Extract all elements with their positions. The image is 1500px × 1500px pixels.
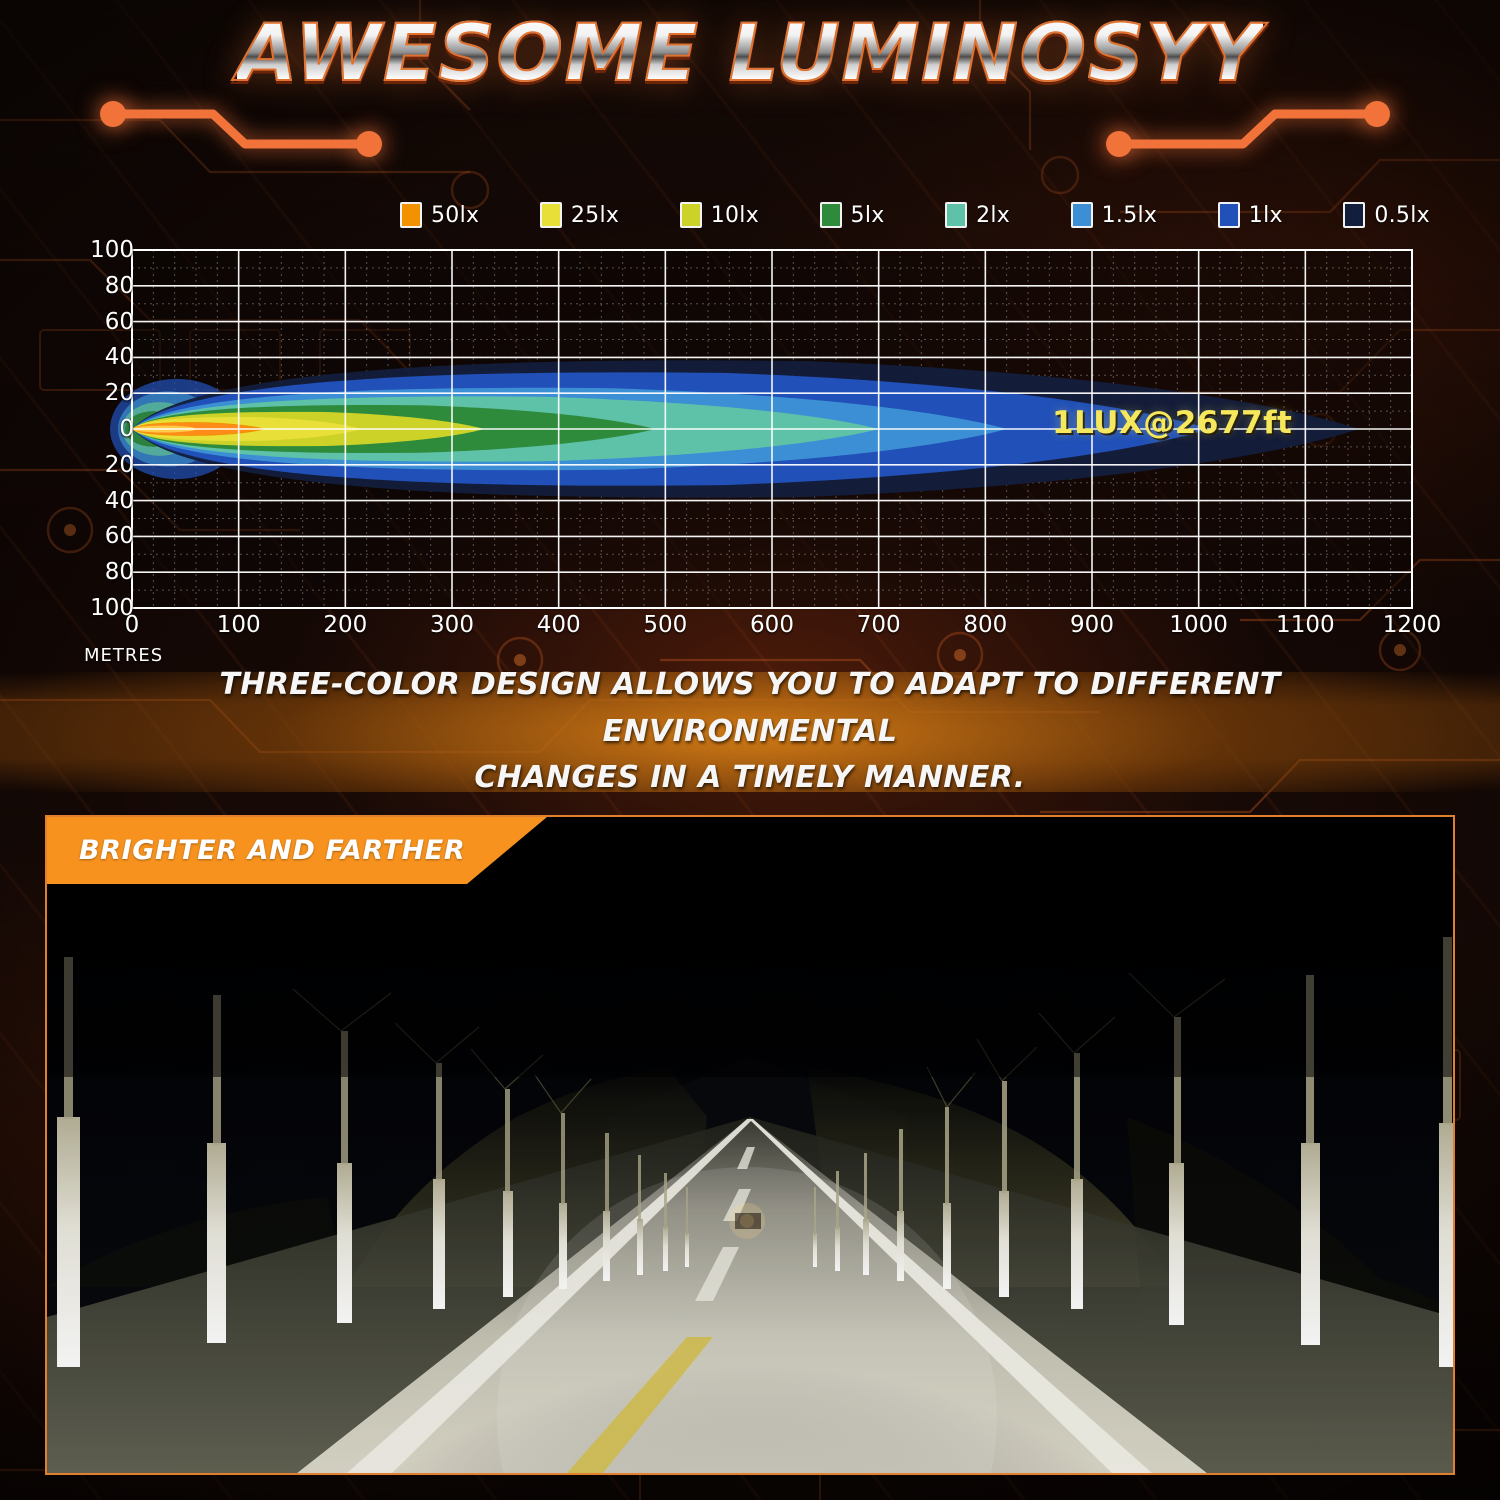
chart-y-tick: 80 xyxy=(104,559,134,586)
page-title: AWESOME LUMINOSYY xyxy=(236,9,1264,99)
legend-label: 0.5lx xyxy=(1374,202,1430,228)
chart-y-tick: 20 xyxy=(104,380,134,407)
legend-item-50lx: 50lx xyxy=(400,202,479,228)
legend-label: 5lx xyxy=(850,202,885,228)
tagline-line-1: THREE-COLOR DESIGN ALLOWS YOU TO ADAPT T… xyxy=(219,667,1281,749)
chart-x-tick: 300 xyxy=(430,612,474,638)
photo-banner-label: BRIGHTER AND FARTHER xyxy=(79,835,466,866)
chart-x-tick: 1000 xyxy=(1169,612,1228,638)
legend-item-25lx: 25lx xyxy=(539,202,620,228)
chart-y-tick: 0 xyxy=(119,416,134,442)
legend-label: 10lx xyxy=(710,202,760,228)
chart-y-tick: 80 xyxy=(104,272,134,299)
chart-y-axis-labels: 100 80 60 40 20 0 20 40 60 80 100 xyxy=(82,237,134,621)
night-road-photo xyxy=(47,817,1453,1473)
chart-y-tick: 60 xyxy=(104,523,134,550)
legend-swatch-icon xyxy=(539,202,562,228)
chart-x-tick: 100 xyxy=(216,612,261,638)
chart-plot-border xyxy=(131,249,1413,609)
legend-label: 25lx xyxy=(570,202,620,228)
chart-x-tick: 900 xyxy=(1070,612,1114,638)
chart-x-tick: 800 xyxy=(963,612,1008,638)
legend-swatch-icon xyxy=(679,202,702,228)
tagline-band: THREE-COLOR DESIGN ALLOWS YOU TO ADAPT T… xyxy=(0,667,1500,795)
circuit-trace-left-icon xyxy=(95,100,395,157)
chart-x-tick: 0 xyxy=(124,612,140,638)
chart-x-axis-title: METRES xyxy=(84,645,164,666)
photo-banner: BRIGHTER AND FARTHER xyxy=(47,817,547,884)
legend-swatch-icon xyxy=(1217,202,1240,228)
legend-swatch-icon xyxy=(819,202,842,228)
chart-y-tick: 20 xyxy=(104,451,134,478)
legend-swatch-icon xyxy=(1070,202,1093,228)
chart-y-tick: 40 xyxy=(104,487,134,514)
chart-x-tick: 200 xyxy=(323,612,368,638)
legend-item-0-5lx: 0.5lx xyxy=(1343,202,1430,228)
chart-y-tick: 100 xyxy=(90,237,134,263)
circuit-trace-right-icon xyxy=(1085,100,1395,157)
tagline-line-2: CHANGES IN A TIMELY MANNER. xyxy=(474,760,1026,796)
legend-swatch-icon xyxy=(1343,202,1366,228)
legend-label: 50lx xyxy=(431,202,480,228)
chart-y-tick: 60 xyxy=(104,308,134,335)
chart-x-tick: 600 xyxy=(750,612,794,638)
chart-x-tick: 1100 xyxy=(1276,612,1335,638)
chart-x-axis-labels: 0 100 200 300 400 500 600 700 800 900 1000 1100 1200 xyxy=(0,612,1500,646)
chart-legend: 50lx 25lx 10lx 5lx 2lx 1.5lx 1lx 0.5lx xyxy=(400,198,1430,232)
chart-x-tick: 1200 xyxy=(1382,612,1442,638)
chart-x-tick: 400 xyxy=(536,612,581,638)
chart-annotation: 1LUX@2677ft xyxy=(1052,405,1293,441)
chart-y-tick: 40 xyxy=(104,344,134,371)
legend-swatch-icon xyxy=(945,202,968,228)
photo-banner-shape xyxy=(47,817,547,884)
legend-item-2lx: 2lx xyxy=(945,202,1010,228)
legend-label: 1lx xyxy=(1248,202,1283,228)
page-title-container: AWESOME LUMINOSYY xyxy=(0,9,1500,99)
legend-item-10lx: 10lx xyxy=(679,202,760,228)
chart-x-tick: 700 xyxy=(856,612,901,638)
legend-item-5lx: 5lx xyxy=(819,202,885,228)
legend-label: 1.5lx xyxy=(1101,202,1158,228)
legend-item-1lx: 1lx xyxy=(1217,202,1283,228)
beam-pattern-chart xyxy=(0,240,1500,660)
night-road-photo-panel: BRIGHTER AND FARTHER xyxy=(45,815,1455,1475)
chart-x-tick: 500 xyxy=(643,612,688,638)
legend-swatch-icon xyxy=(400,202,422,228)
legend-label: 2lx xyxy=(976,202,1011,228)
legend-item-1-5lx: 1.5lx xyxy=(1070,202,1158,228)
chart-y-tick: 100 xyxy=(90,595,134,621)
